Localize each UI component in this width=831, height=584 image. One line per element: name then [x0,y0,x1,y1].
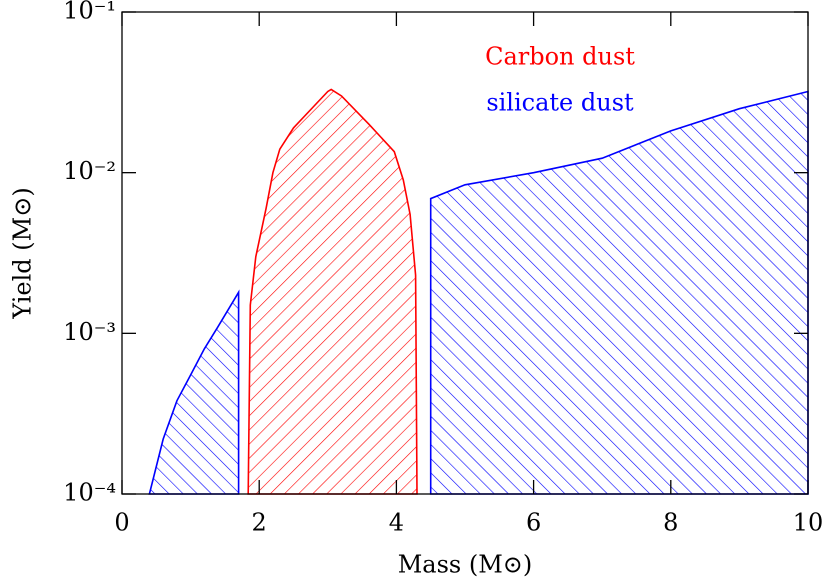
x-tick-label: 6 [526,509,541,537]
x-axis-label: Mass (M⊙) [398,551,533,579]
x-tick-label: 2 [252,509,267,537]
x-tick-label: 0 [114,509,129,537]
plot-frame [121,11,809,495]
area [247,88,418,495]
legend-entry: Carbon dust [485,43,635,71]
x-tick-label: 10 [793,509,824,537]
y-tick-label: 10⁻² [63,157,116,185]
y-tick-label: 10⁻⁴ [63,479,116,507]
legend-entry: silicate dust [486,89,634,117]
y-tick-label: 10⁻³ [63,318,116,346]
y-axis-label: Yield (M⊙) [9,187,37,319]
y-tick-label: 10⁻¹ [63,0,116,25]
x-tick-label: 4 [389,509,404,537]
x-tick-label: 8 [663,509,678,537]
